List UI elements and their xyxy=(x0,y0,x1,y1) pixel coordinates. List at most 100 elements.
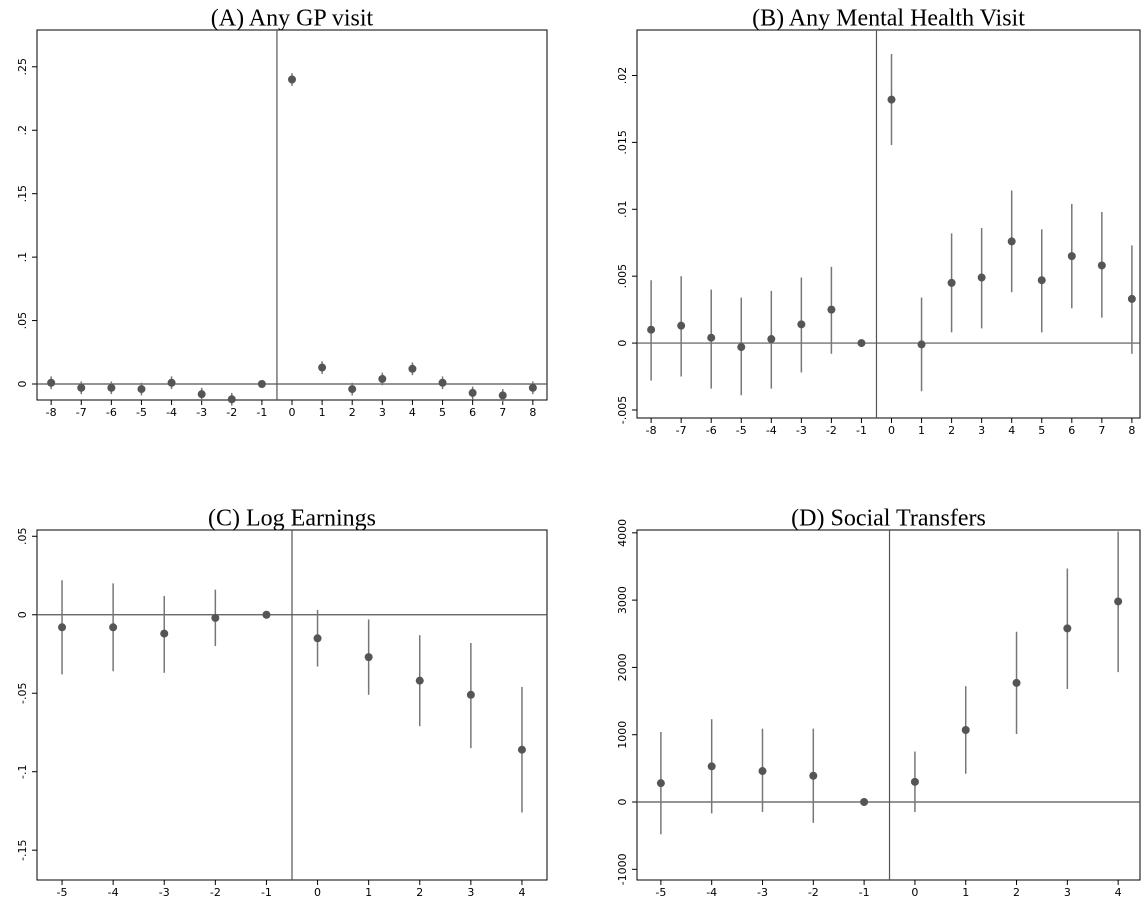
point xyxy=(288,75,296,84)
x-tick-label: 2 xyxy=(948,424,955,437)
x-tick-label: 0 xyxy=(314,886,321,899)
point xyxy=(797,320,806,329)
point xyxy=(1097,261,1106,270)
x-tick-label: -6 xyxy=(706,424,717,437)
y-tick-label: .01 xyxy=(616,201,629,219)
x-tick-label: 8 xyxy=(1128,424,1135,437)
x-tick-label: 1 xyxy=(365,886,372,899)
x-tick-label: 3 xyxy=(978,424,985,437)
x-tick-label: 5 xyxy=(439,406,446,419)
y-tick-label: 1000 xyxy=(616,721,629,749)
point xyxy=(109,623,118,632)
point xyxy=(1007,237,1016,246)
y-tick-label: -.1 xyxy=(16,764,29,778)
x-tick-label: -2 xyxy=(808,886,819,899)
point xyxy=(58,623,67,632)
point xyxy=(318,363,327,372)
point xyxy=(408,364,417,373)
y-tick-label: -.005 xyxy=(616,396,629,424)
x-tick-label: 7 xyxy=(1098,424,1105,437)
x-tick-label: 6 xyxy=(1068,424,1075,437)
panel-title: (B) Any Mental Health Visit xyxy=(752,6,1025,32)
panel-title: (D) Social Transfers xyxy=(791,506,986,532)
y-tick-label: .1 xyxy=(16,252,29,263)
point xyxy=(211,613,220,622)
y-tick-label: .15 xyxy=(16,185,29,203)
point xyxy=(1037,276,1046,285)
y-tick-label: .25 xyxy=(16,58,29,76)
point xyxy=(656,779,665,788)
y-tick-label: .05 xyxy=(16,312,29,330)
x-tick-label: 1 xyxy=(962,886,969,899)
x-tick-label: -6 xyxy=(106,406,117,419)
x-tick-label: 6 xyxy=(469,406,476,419)
point xyxy=(767,335,776,344)
x-tick-label: -8 xyxy=(46,406,57,419)
x-tick-label: -3 xyxy=(196,406,207,419)
x-tick-label: 4 xyxy=(1115,886,1122,899)
point xyxy=(227,395,236,404)
x-tick-label: -5 xyxy=(655,886,666,899)
y-tick-label: 0 xyxy=(16,381,29,388)
point xyxy=(77,383,86,392)
point xyxy=(137,385,146,394)
point xyxy=(917,340,926,349)
point xyxy=(498,391,507,400)
x-tick-label: -3 xyxy=(796,424,807,437)
x-tick-label: -4 xyxy=(706,886,717,899)
point xyxy=(1127,294,1136,303)
point xyxy=(528,383,537,392)
point xyxy=(197,390,206,399)
x-tick-label: 2 xyxy=(416,886,423,899)
point xyxy=(262,610,271,619)
x-tick-label: -7 xyxy=(76,406,87,419)
x-tick-label: -1 xyxy=(261,886,272,899)
y-tick-label: .005 xyxy=(616,264,629,289)
x-tick-label: 0 xyxy=(888,424,895,437)
x-tick-label: 1 xyxy=(918,424,925,437)
panel-title: (A) Any GP visit xyxy=(211,6,374,32)
y-tick-label: -.05 xyxy=(16,682,29,703)
x-tick-label: -1 xyxy=(856,424,867,437)
x-tick-label: -4 xyxy=(766,424,777,437)
y-tick-label: 4000 xyxy=(616,519,629,547)
point xyxy=(827,305,836,314)
point xyxy=(758,767,767,776)
x-tick-label: 0 xyxy=(289,406,296,419)
x-tick-label: 2 xyxy=(349,406,356,419)
point xyxy=(438,378,447,387)
plot-frame xyxy=(636,529,1141,881)
point xyxy=(1114,597,1123,606)
x-tick-label: -2 xyxy=(826,424,837,437)
point xyxy=(364,653,373,662)
point xyxy=(809,771,818,780)
point xyxy=(677,321,686,330)
point xyxy=(961,726,970,734)
point xyxy=(977,273,986,282)
x-tick-label: -1 xyxy=(859,886,870,899)
x-tick-label: -2 xyxy=(210,886,221,899)
x-tick-label: 7 xyxy=(499,406,506,419)
y-tick-label: 0 xyxy=(616,340,629,347)
x-tick-label: -4 xyxy=(166,406,177,419)
x-tick-label: 5 xyxy=(1038,424,1045,437)
x-tick-label: -5 xyxy=(736,424,747,437)
x-tick-label: 3 xyxy=(467,886,474,899)
x-tick-label: 3 xyxy=(1064,886,1071,899)
point xyxy=(415,676,424,685)
x-tick-label: -3 xyxy=(159,886,170,899)
point xyxy=(466,690,475,699)
point xyxy=(647,325,656,334)
point xyxy=(313,634,322,643)
point xyxy=(860,798,869,807)
point xyxy=(1012,678,1021,687)
y-tick-label: 2000 xyxy=(616,653,629,681)
plot-frame xyxy=(636,29,1141,419)
x-tick-label: -3 xyxy=(757,886,768,899)
point xyxy=(378,374,387,383)
x-tick-label: -5 xyxy=(57,886,68,899)
point xyxy=(1067,252,1076,261)
x-tick-label: 8 xyxy=(529,406,536,419)
point xyxy=(1063,624,1072,633)
